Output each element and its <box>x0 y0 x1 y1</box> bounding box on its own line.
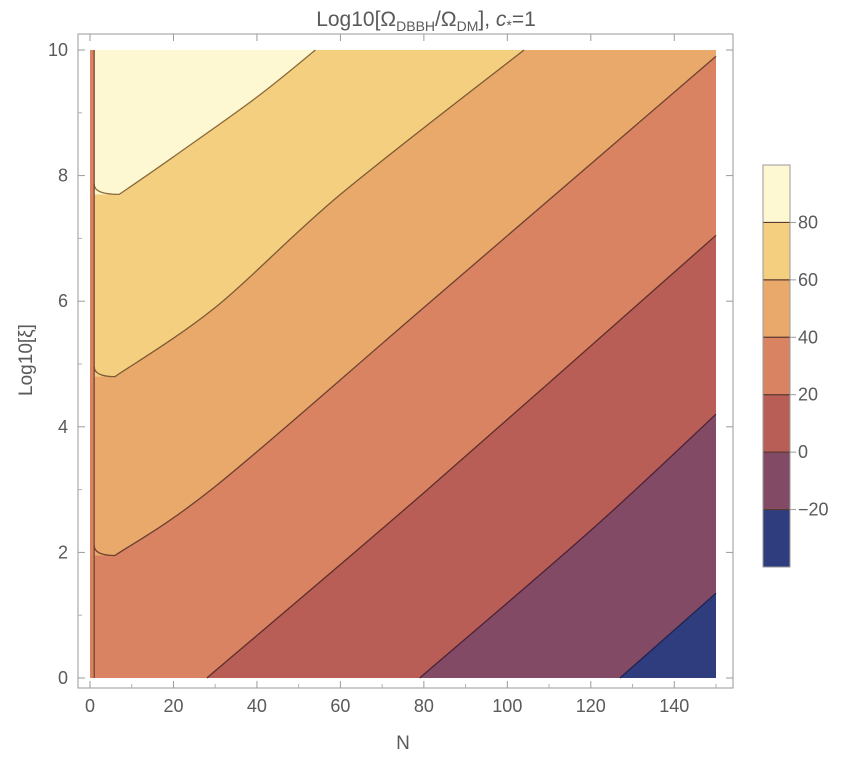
legend-swatch <box>763 337 790 395</box>
contour-lines <box>93 49 717 679</box>
x-tick-label: 40 <box>247 696 267 716</box>
legend-frame <box>762 164 791 568</box>
legend-tick-label: 60 <box>798 270 818 290</box>
contour-line-60 <box>93 49 525 378</box>
legend-tick-label: 40 <box>798 327 818 347</box>
x-tick-label: 120 <box>576 696 606 716</box>
chart-title: Log10[ΩDBBH/ΩDM], c*=1 <box>316 8 536 34</box>
legend-swatch <box>763 222 790 280</box>
legend-tick-label: 20 <box>798 385 818 405</box>
legend-swatch <box>763 279 790 338</box>
x-tick-label: 60 <box>330 696 350 716</box>
y-tick-label: 0 <box>58 668 68 688</box>
legend-tick-label: 80 <box>798 212 818 232</box>
contour-line-80 <box>93 49 316 196</box>
legend-swatch <box>763 452 790 510</box>
x-axis: 0 20 40 60 80 100 120 140 <box>85 34 717 716</box>
x-tick-label: 140 <box>659 696 689 716</box>
y-axis: 0 2 4 6 8 10 <box>48 40 733 688</box>
x-tick-label: 0 <box>85 696 95 716</box>
band-left-edge <box>90 50 95 678</box>
contour-line-minus20 <box>619 592 717 679</box>
legend-tick-label: 0 <box>798 442 808 462</box>
y-tick-label: 10 <box>48 40 68 60</box>
plot-frame <box>77 33 734 689</box>
y-axis-title: Log10[ξ] <box>16 324 37 396</box>
legend-swatch <box>763 165 790 223</box>
contour-line-0 <box>419 413 717 679</box>
y-tick-label: 6 <box>58 291 68 311</box>
legend: −20 0 20 40 60 80 <box>762 164 829 568</box>
contour-line-40 <box>93 55 717 557</box>
y-tick-label: 2 <box>58 542 68 562</box>
x-tick-label: 20 <box>163 696 183 716</box>
contour-bands <box>90 50 716 679</box>
legend-swatch <box>763 509 790 567</box>
x-tick-label: 100 <box>492 696 522 716</box>
contour-line-20 <box>206 234 717 679</box>
x-tick-label: 80 <box>414 696 434 716</box>
y-tick-label: 8 <box>58 166 68 186</box>
legend-swatch <box>763 394 790 453</box>
x-axis-title: N <box>396 733 410 754</box>
legend-tick-label: −20 <box>798 500 829 520</box>
y-tick-label: 4 <box>58 417 68 437</box>
band-above-80 <box>90 50 316 195</box>
band-minus20-to-0 <box>419 414 716 678</box>
band-below-minus20 <box>620 593 716 678</box>
